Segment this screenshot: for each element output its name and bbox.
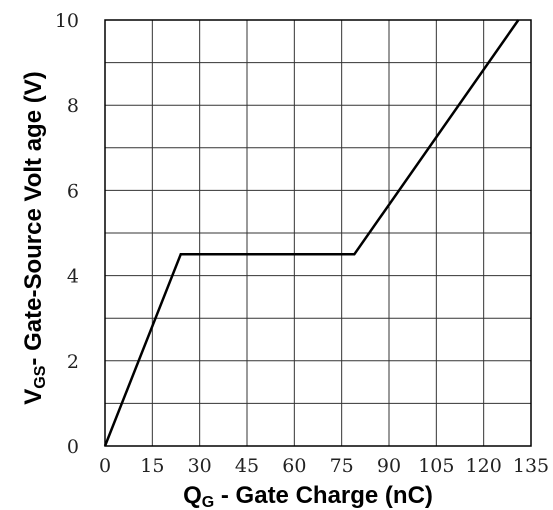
grid: [104, 19, 532, 447]
x-tick-label: 75: [330, 455, 354, 477]
y-tick-label: 10: [55, 10, 79, 32]
x-tick-label: 0: [99, 455, 111, 477]
y-tick-label: 4: [67, 266, 79, 288]
x-tick-label: 15: [140, 455, 164, 477]
y-tick-label: 6: [67, 180, 79, 202]
y-tick-label: 0: [67, 436, 79, 458]
plot-frame: [104, 19, 532, 447]
y-tick-label: 8: [67, 95, 79, 117]
vgs-curve: [103, 19, 520, 447]
x-tick-label: 90: [377, 455, 401, 477]
y-axis-title: VGS- Gate-Source Volt age (V): [20, 71, 49, 404]
x-tick-label: 30: [188, 455, 212, 477]
x-tick-labels: 0 15 30 45 60 75 90 105 120 135: [99, 455, 549, 477]
y-tick-labels: 0 2 4 6 8 10: [55, 10, 79, 458]
x-tick-label: 120: [466, 455, 502, 477]
y-tick-label: 2: [67, 351, 79, 373]
x-tick-label: 60: [282, 455, 306, 477]
series-group: [103, 19, 520, 447]
x-tick-label: 45: [235, 455, 259, 477]
x-tick-label: 105: [418, 455, 454, 477]
x-axis-title: QG - Gate Charge (nC): [183, 482, 433, 510]
x-tick-label: 135: [513, 455, 549, 477]
